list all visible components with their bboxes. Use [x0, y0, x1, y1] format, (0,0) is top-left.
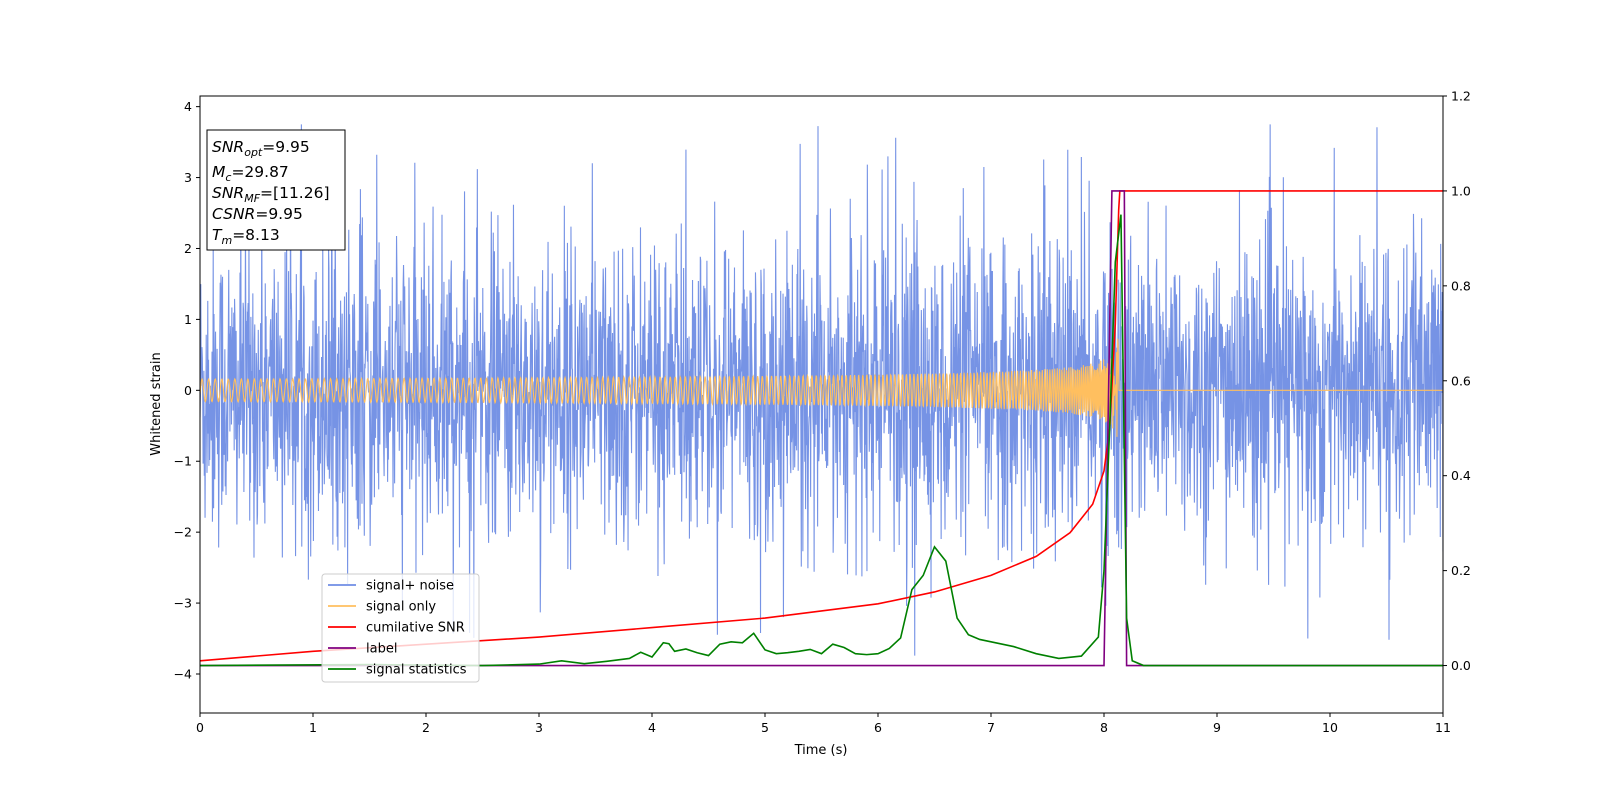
- x-tick-label: 6: [874, 720, 882, 735]
- info-line-subscript: MF: [244, 192, 260, 205]
- y-tick-label: 0: [184, 383, 192, 398]
- info-line-symbol: CSNR: [212, 205, 255, 223]
- x-tick-label: 7: [987, 720, 995, 735]
- legend-entry: signal only: [366, 600, 436, 615]
- legend-entry: label: [366, 642, 397, 657]
- legend-entry: signal statistics: [366, 663, 467, 678]
- x-tick-label: 5: [761, 720, 769, 735]
- x-tick-label: 1: [309, 720, 317, 735]
- y2-tick-label: 0.6: [1451, 373, 1471, 388]
- x-tick-label: 0: [196, 720, 204, 735]
- info-line: Mc=29.87: [212, 163, 289, 184]
- legend-entry: cumilative SNR: [366, 621, 465, 636]
- series-line-0: [200, 124, 1443, 656]
- axes-layer: 0 1 2 3 4 5 6 7 8 9 10 1143210−1−2−3−40.00.20.40.60…: [174, 89, 1471, 736]
- info-line-subscript: opt: [244, 146, 263, 159]
- series-line-4: [200, 214, 1443, 667]
- info-line-value: =29.87: [231, 163, 288, 181]
- y-axis-label: Whitened strain: [149, 352, 164, 455]
- legend-entry: signal+ noise: [366, 579, 454, 594]
- info-line: CSNR=9.95: [212, 205, 303, 223]
- series-line-2: [200, 190, 1443, 662]
- x-tick-label: 11: [1435, 720, 1451, 735]
- x-tick-label: 4: [648, 720, 656, 735]
- y-tick-label: −2: [174, 525, 192, 540]
- y2-tick-label: 0.4: [1451, 468, 1471, 483]
- x-tick-label: 8: [1100, 720, 1108, 735]
- info-line: SNRopt=9.95: [212, 138, 310, 159]
- info-line-value: =8.13: [232, 226, 280, 244]
- y2-tick-label: 1.2: [1451, 89, 1471, 104]
- info-line: Tm=8.13: [212, 226, 280, 247]
- x-tick-label: 10: [1322, 720, 1338, 735]
- info-line-value: =[11.26]: [260, 184, 329, 202]
- x-axis-label: Time (s): [794, 743, 848, 758]
- y2-tick-label: 1.0: [1451, 183, 1471, 198]
- info-line-subscript: c: [225, 171, 231, 184]
- info-line-symbol: T: [212, 226, 223, 244]
- y2-tick-label: 0.8: [1451, 278, 1471, 293]
- y-tick-label: −4: [174, 666, 192, 681]
- info-box-frame: [206, 129, 346, 251]
- legend-frame: [321, 573, 480, 683]
- info-line-value: =9.95: [262, 138, 310, 156]
- y-tick-label: −3: [174, 596, 192, 611]
- y2-tick-label: 0.2: [1451, 563, 1471, 578]
- info-line: SNRMF=[11.26]: [212, 184, 330, 205]
- info-line-value: =9.95: [255, 205, 303, 223]
- info-line-symbol: SNR: [212, 138, 244, 156]
- series-line-1: [200, 338, 1443, 437]
- y-tick-label: 1: [184, 312, 192, 327]
- info-box: SNRopt=9.95Mc=29.87SNRMF=[11.26]CSNR=9.9…: [206, 129, 346, 251]
- x-tick-label: 3: [535, 720, 543, 735]
- y-tick-label: −1: [174, 454, 192, 469]
- x-tick-label: 9: [1213, 720, 1221, 735]
- info-line-symbol: M: [212, 163, 225, 181]
- y-tick-label: 3: [184, 170, 192, 185]
- y2-tick-label: 0.0: [1451, 658, 1471, 673]
- legend: signal+ noise signal only cumilative SNR la…: [321, 573, 480, 683]
- x-tick-label: 2: [422, 720, 430, 735]
- y-tick-label: 4: [184, 99, 192, 114]
- info-line-subscript: m: [221, 234, 232, 247]
- y-tick-label: 2: [184, 241, 192, 256]
- plot-frame: [199, 95, 1444, 714]
- info-line-symbol: SNR: [212, 184, 244, 202]
- series-layer: [200, 124, 1443, 667]
